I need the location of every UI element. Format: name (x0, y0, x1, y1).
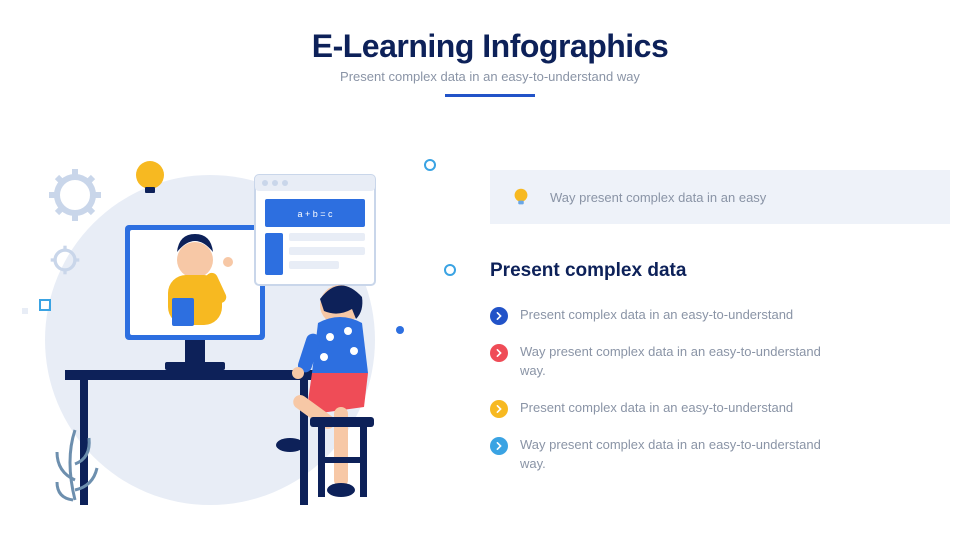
chevron-icon (490, 400, 508, 418)
list-item: Present complex data in an easy-to-under… (490, 306, 950, 325)
callout-box: Way present complex data in an easy (490, 170, 950, 224)
callout-text: Way present complex data in an easy (550, 190, 766, 205)
list-item-text: Present complex data in an easy-to-under… (520, 306, 793, 325)
page-title: E-Learning Infographics (0, 28, 980, 65)
content-row: a + b = c (0, 140, 980, 551)
right-column: Way present complex data in an easy Pres… (490, 140, 980, 551)
section-title: Present complex data (490, 260, 950, 282)
list-item-text: Way present complex data in an easy-to-u… (520, 436, 850, 474)
svg-text:a + b = c: a + b = c (297, 209, 333, 219)
title-underline (445, 94, 535, 97)
chevron-icon (490, 437, 508, 455)
chevron-icon (490, 307, 508, 325)
page-subtitle: Present complex data in an easy-to-under… (0, 69, 980, 84)
header: E-Learning Infographics Present complex … (0, 0, 980, 97)
chevron-icon (490, 344, 508, 362)
list-item-text: Present complex data in an easy-to-under… (520, 399, 793, 418)
elearning-illustration: a + b = c (0, 140, 490, 540)
bullet-list: Present complex data in an easy-to-under… (490, 306, 950, 473)
list-item: Present complex data in an easy-to-under… (490, 399, 950, 418)
lightbulb-icon (510, 186, 532, 208)
list-item-text: Way present complex data in an easy-to-u… (520, 343, 850, 381)
list-item: Way present complex data in an easy-to-u… (490, 343, 950, 381)
list-item: Way present complex data in an easy-to-u… (490, 436, 950, 474)
